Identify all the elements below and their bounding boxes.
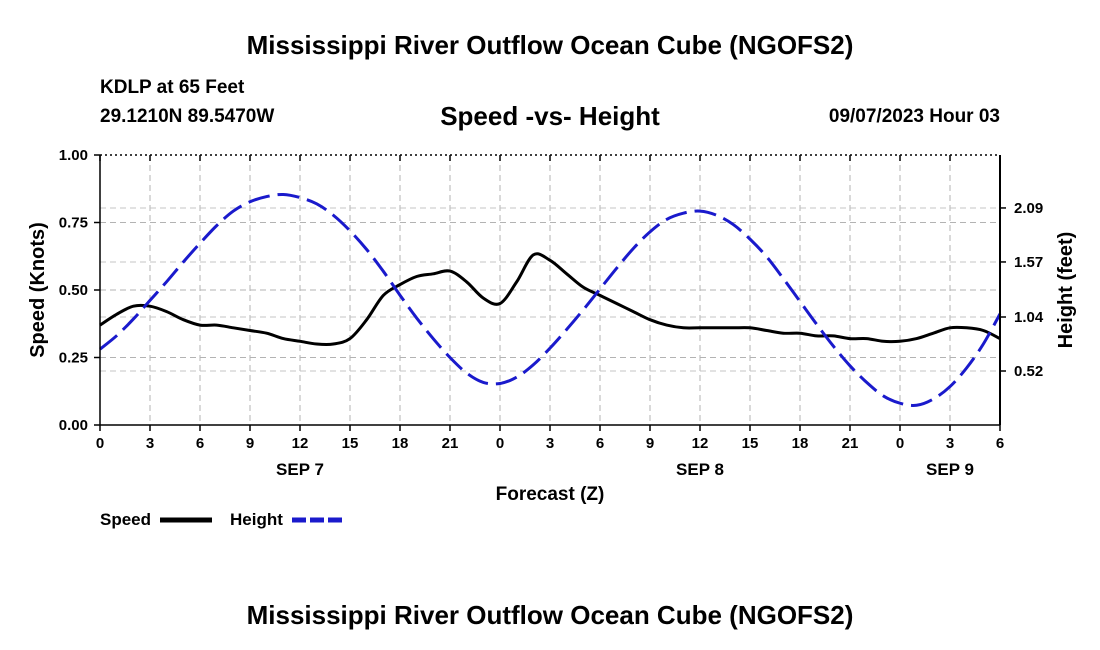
x-ticks: 0 3 6 9 12 15 18 21 0 3 6 9 12 15 18 21 0 3 6 [96,155,1004,452]
x-tick-label: 12 [292,435,309,452]
legend: Speed Height [100,510,342,529]
x-tick-label: 0 [496,435,504,452]
x-tick-label: 12 [692,435,709,452]
speed-height-chart: 0 3 6 9 12 15 18 21 0 3 6 9 12 15 18 21 0 3 6 0.00 0.25 0.50… [27,147,1077,529]
y-tick-label-left: 0.25 [59,350,88,367]
y-tick-label-right: 1.57 [1014,254,1043,271]
x-tick-label: 18 [792,435,809,452]
x-tick-label: 21 [842,435,859,452]
y-ticks-right: 0.52 1.04 1.57 2.09 [1000,200,1044,380]
coordinates-label: 29.1210N 89.5470W [100,106,275,127]
x-tick-label: 15 [342,435,359,452]
y-ticks-left: 0.00 0.25 0.50 0.75 1.00 [59,147,100,434]
series-line-height [99,192,1002,407]
grid-lines [100,155,1000,425]
station-label: KDLP at 65 Feet [100,77,245,98]
x-tick-label: 0 [896,435,904,452]
chart-subtitle: Speed -vs- Height [440,101,660,131]
date-label: SEP 8 [676,460,724,479]
y-tick-label-left: 0.75 [59,215,88,232]
legend-height-label: Height [230,510,283,529]
date-label: SEP 9 [926,460,974,479]
date-labels: SEP 7 SEP 8 SEP 9 [276,460,974,479]
x-tick-label: 3 [546,435,554,452]
x-tick-label: 6 [196,435,204,452]
series-line-speed [99,252,1001,347]
y-tick-label-left: 0.50 [59,282,88,299]
timestamp-label: 09/07/2023 Hour 03 [828,106,1000,127]
series-layer [99,192,1002,407]
y-tick-label-left: 0.00 [59,417,88,434]
footer-title: Mississippi River Outflow Ocean Cube (NG… [246,600,854,630]
chart-title: Mississippi River Outflow Ocean Cube (NG… [246,30,854,60]
x-tick-label: 3 [146,435,154,452]
x-tick-label: 9 [646,435,654,452]
legend-speed-label: Speed [100,510,151,529]
date-label: SEP 7 [276,460,324,479]
x-tick-label: 21 [442,435,459,452]
y-tick-label-right: 1.04 [1014,309,1044,326]
x-tick-label: 9 [246,435,254,452]
y-axis-right-label: Height (feet) [1055,232,1077,349]
x-tick-label: 18 [392,435,409,452]
y-tick-label-left: 1.00 [59,147,88,164]
x-tick-label: 6 [996,435,1004,452]
y-tick-label-right: 0.52 [1014,363,1043,380]
x-tick-label: 0 [96,435,104,452]
x-tick-label: 15 [742,435,759,452]
y-axis-left-label: Speed (Knots) [27,222,49,358]
x-tick-label: 3 [946,435,954,452]
y-tick-label-right: 2.09 [1014,200,1043,217]
x-tick-label: 6 [596,435,604,452]
x-axis-label: Forecast (Z) [496,484,605,505]
